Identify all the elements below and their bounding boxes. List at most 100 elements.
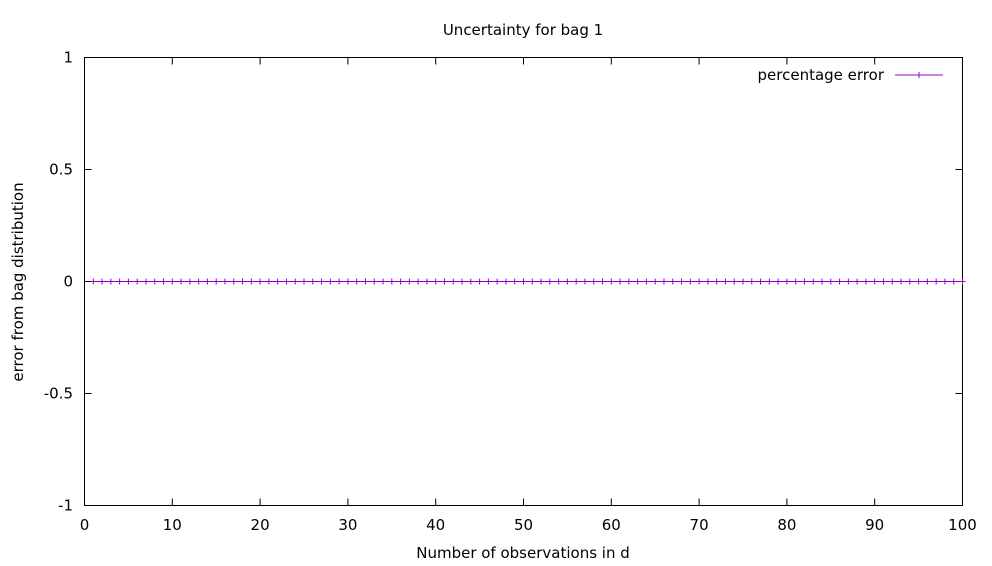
data-point-marker bbox=[643, 278, 650, 285]
data-point-marker bbox=[845, 278, 852, 285]
data-point-marker bbox=[555, 278, 562, 285]
data-point-marker bbox=[687, 278, 694, 285]
x-tick-label: 60 bbox=[602, 516, 621, 534]
y-axis-ticks: -1 -0.5 0 0.5 1 bbox=[44, 49, 963, 515]
data-point-marker bbox=[792, 278, 799, 285]
data-point-marker bbox=[195, 278, 202, 285]
data-point-marker bbox=[775, 278, 782, 285]
data-point-marker bbox=[529, 278, 536, 285]
data-point-marker bbox=[397, 278, 404, 285]
data-point-marker bbox=[652, 278, 659, 285]
series-layer bbox=[90, 278, 966, 285]
data-point-marker bbox=[142, 278, 149, 285]
data-point-marker bbox=[441, 278, 448, 285]
data-point-marker bbox=[134, 278, 141, 285]
x-tick-label: 20 bbox=[251, 516, 270, 534]
data-point-marker bbox=[485, 278, 492, 285]
data-point-marker bbox=[924, 278, 931, 285]
legend-marker bbox=[916, 72, 922, 78]
data-point-marker bbox=[257, 278, 264, 285]
x-tick-label: 90 bbox=[865, 516, 884, 534]
x-tick-label: 100 bbox=[948, 516, 977, 534]
data-point-marker bbox=[889, 278, 896, 285]
data-point-marker bbox=[757, 278, 764, 285]
data-point-marker bbox=[836, 278, 843, 285]
data-point-marker bbox=[107, 278, 114, 285]
data-point-marker bbox=[511, 278, 518, 285]
data-point-marker bbox=[406, 278, 413, 285]
y-tick-label: -0.5 bbox=[44, 385, 73, 403]
data-point-marker bbox=[371, 278, 378, 285]
data-point-marker bbox=[116, 278, 123, 285]
data-point-marker bbox=[608, 278, 615, 285]
data-point-marker bbox=[819, 278, 826, 285]
data-point-marker bbox=[213, 278, 220, 285]
legend-label: percentage error bbox=[758, 66, 885, 84]
x-tick-label: 30 bbox=[338, 516, 357, 534]
data-point-marker bbox=[344, 278, 351, 285]
data-point-marker bbox=[941, 278, 948, 285]
data-point-marker bbox=[696, 278, 703, 285]
data-point-marker bbox=[160, 278, 167, 285]
data-point-marker bbox=[459, 278, 466, 285]
data-point-marker bbox=[467, 278, 474, 285]
data-point-marker bbox=[178, 278, 185, 285]
data-point-marker bbox=[494, 278, 501, 285]
data-point-marker bbox=[766, 278, 773, 285]
data-point-marker bbox=[169, 278, 176, 285]
data-point-marker bbox=[415, 278, 422, 285]
data-point-marker bbox=[599, 278, 606, 285]
data-point-marker bbox=[336, 278, 343, 285]
data-point-marker bbox=[722, 278, 729, 285]
data-point-marker bbox=[450, 278, 457, 285]
y-tick-label: 0 bbox=[63, 273, 73, 291]
data-point-marker bbox=[625, 278, 632, 285]
y-tick-label: 0.5 bbox=[49, 161, 73, 179]
data-point-marker bbox=[634, 278, 641, 285]
x-tick-label: 0 bbox=[80, 516, 90, 534]
data-point-marker bbox=[230, 278, 237, 285]
data-point-marker bbox=[810, 278, 817, 285]
x-tick-label: 50 bbox=[514, 516, 533, 534]
x-tick-label: 40 bbox=[426, 516, 445, 534]
data-point-marker bbox=[309, 278, 316, 285]
data-point-marker bbox=[590, 278, 597, 285]
x-tick-label: 80 bbox=[777, 516, 796, 534]
data-point-marker bbox=[801, 278, 808, 285]
data-point-marker bbox=[239, 278, 246, 285]
data-point-marker bbox=[388, 278, 395, 285]
data-point-marker bbox=[265, 278, 272, 285]
legend: percentage error bbox=[758, 66, 943, 84]
y-tick-label: -1 bbox=[58, 497, 73, 515]
data-point-marker bbox=[221, 278, 228, 285]
data-point-marker bbox=[827, 278, 834, 285]
data-point-marker bbox=[327, 278, 334, 285]
data-point-marker bbox=[125, 278, 132, 285]
data-point-marker bbox=[783, 278, 790, 285]
data-point-marker bbox=[898, 278, 905, 285]
chart-title: Uncertainty for bag 1 bbox=[443, 21, 603, 39]
data-point-marker bbox=[204, 278, 211, 285]
data-point-marker bbox=[959, 278, 966, 285]
x-axis-label: Number of observations in d bbox=[416, 544, 630, 562]
data-point-marker bbox=[318, 278, 325, 285]
data-point-marker bbox=[915, 278, 922, 285]
data-point-marker bbox=[660, 278, 667, 285]
data-point-marker bbox=[274, 278, 281, 285]
data-point-marker bbox=[423, 278, 430, 285]
data-point-marker bbox=[573, 278, 580, 285]
data-point-marker bbox=[713, 278, 720, 285]
data-point-marker bbox=[731, 278, 738, 285]
data-point-marker bbox=[871, 278, 878, 285]
data-point-marker bbox=[301, 278, 307, 285]
data-point-marker bbox=[502, 278, 509, 285]
data-point-marker bbox=[669, 278, 676, 285]
data-point-marker bbox=[283, 278, 290, 285]
data-point-marker bbox=[538, 278, 545, 285]
data-point-marker bbox=[99, 278, 106, 285]
data-point-marker bbox=[292, 278, 299, 285]
data-point-marker bbox=[90, 278, 97, 285]
data-point-marker bbox=[617, 278, 624, 285]
